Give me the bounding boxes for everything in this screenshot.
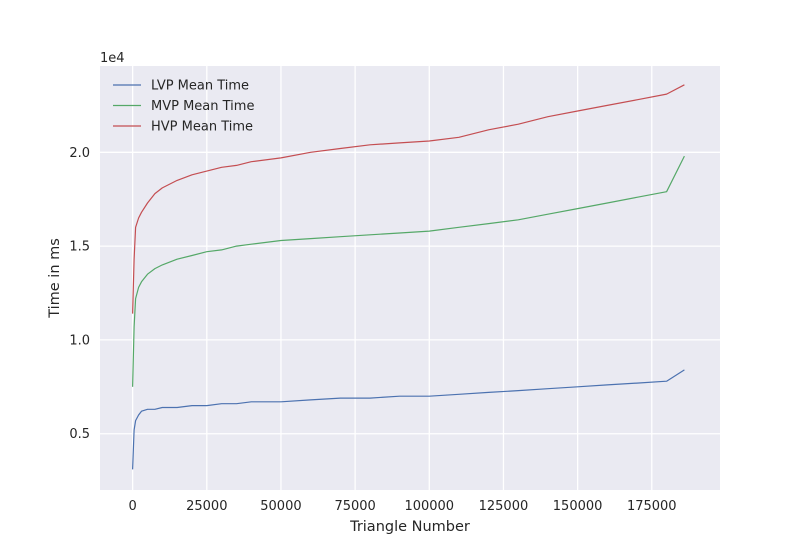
x-tick-label: 100000 [404,499,454,514]
series-line-mvp-mean-time [132,155,685,387]
legend-label: MVP Mean Time [151,99,254,114]
x-tick-label: 0 [128,499,136,514]
x-tick-label: 50000 [260,499,301,514]
grid [100,66,720,490]
y-tick-label: 1.5 [69,240,90,255]
series-layer [132,84,685,470]
y-axis-label: Time in ms [47,238,63,319]
x-tick-label: 175000 [627,499,677,514]
plot-background [100,66,720,490]
y-axis-ticks: 0.5 1.0 1.5 2.0 [69,146,90,442]
legend-label: HVP Mean Time [151,120,253,135]
series-line-hvp-mean-time [132,84,685,314]
x-tick-label: 25000 [186,499,227,514]
y-tick-label: 0.5 [69,427,90,442]
y-tick-label: 1.0 [69,333,90,348]
y-tick-label: 2.0 [69,146,90,161]
series-line-lvp-mean-time [132,369,685,470]
x-axis-label: Triangle Number [349,519,470,535]
x-tick-label: 150000 [553,499,603,514]
legend-label: LVP Mean Time [151,79,249,94]
x-tick-label: 125000 [479,499,529,514]
x-tick-label: 75000 [334,499,375,514]
x-axis-ticks: 0 25000 50000 75000 100000 125000 150000 175000 [128,499,676,514]
legend: LVP Mean Time MVP Mean Time HVP Mean Time [113,79,254,135]
y-offset-label: 1e4 [100,51,125,66]
